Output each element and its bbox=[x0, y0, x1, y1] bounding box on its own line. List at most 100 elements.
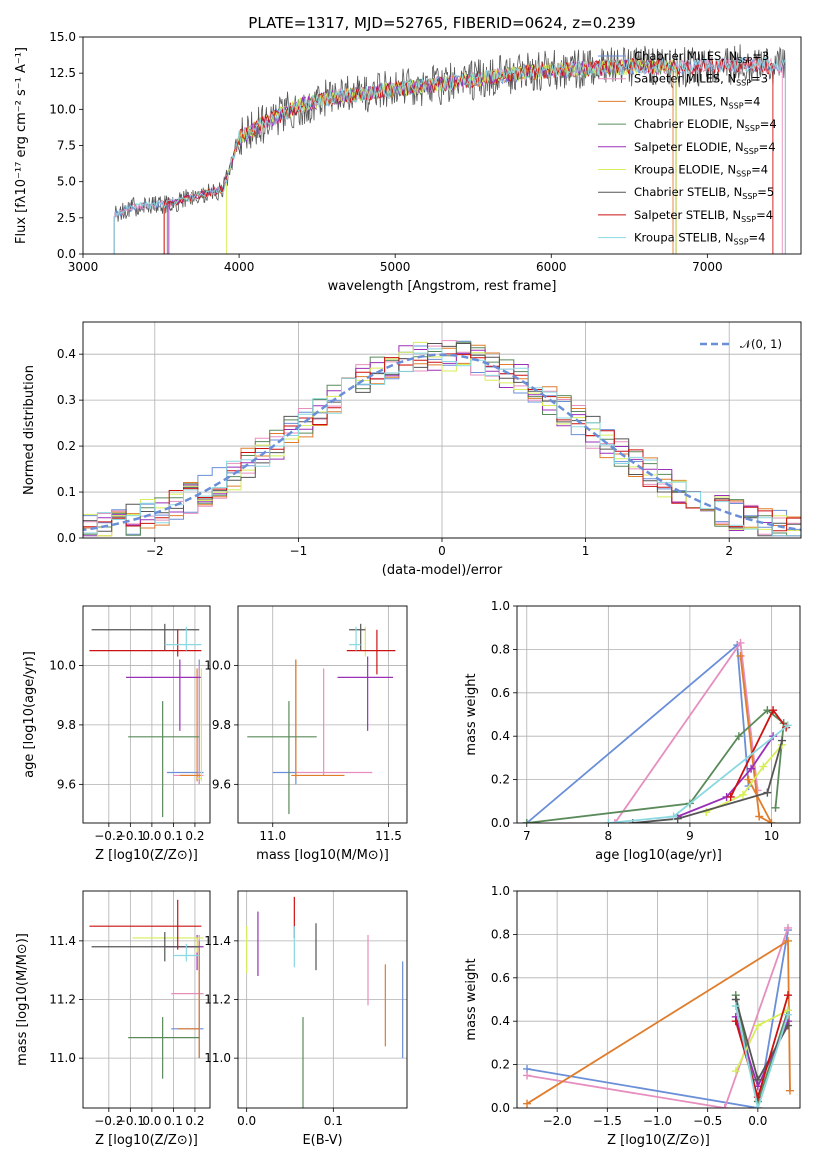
y-tick-label: 0.0 bbox=[57, 531, 76, 545]
panel-6: −0.2−0.10.0 0.1 0.2 11.0 11.2 11.4 Z [log10(Z/… bbox=[15, 890, 211, 1148]
y-tick-label: 11.0 bbox=[49, 1051, 76, 1065]
y-axis-label: mass weight bbox=[464, 673, 479, 755]
weight-marker bbox=[778, 736, 787, 745]
x-axis-label: age [log10(age/yr)] bbox=[595, 848, 722, 863]
weight-marker bbox=[753, 1075, 762, 1084]
y-tick-label: 5.0 bbox=[57, 175, 76, 189]
y-axis-label: Normed distribution bbox=[22, 365, 37, 495]
weight-line bbox=[614, 640, 759, 823]
y-tick-label: 9.8 bbox=[212, 718, 231, 732]
x-tick-label: 0.2 bbox=[185, 1114, 204, 1128]
normal-curve bbox=[83, 353, 801, 532]
x-tick-label: −0.2 bbox=[94, 829, 123, 843]
weight-marker bbox=[753, 1104, 762, 1108]
y-tick-label: 1.0 bbox=[491, 884, 510, 898]
y-axis-label: Flux [fλ10⁻¹⁷ erg cm⁻² s⁻¹ A⁻¹] bbox=[14, 47, 29, 244]
legend-entry: Chabrier ELODIE, NSSP=4 bbox=[634, 117, 777, 133]
panel-4: 11.0 11.5 9.6 9.8 10.0 mass [log10(M/M⊙)] bbox=[204, 605, 408, 863]
weight-marker bbox=[783, 991, 792, 1000]
weight-line bbox=[526, 643, 750, 823]
legend: Chabrier MILES, NSSP=3 Salpeter MILES, NS… bbox=[598, 49, 777, 247]
panel-5: 7 8 9 10 0.0 0.2 0.4 0.6 0.8 1.0 age [log10(age/yr… bbox=[464, 599, 801, 863]
weight-marker bbox=[783, 923, 792, 932]
weight-line bbox=[526, 929, 789, 1108]
weight-marker bbox=[604, 819, 613, 823]
y-tick-label: 11.4 bbox=[204, 934, 231, 948]
spectrum-line bbox=[114, 57, 786, 218]
weight-line bbox=[526, 939, 791, 1105]
x-tick-label: 6000 bbox=[536, 260, 567, 274]
weight-line bbox=[734, 1005, 789, 1108]
plot-area bbox=[89, 623, 204, 818]
x-tick-label: 0.1 bbox=[164, 1114, 183, 1128]
y-tick-label: 2.5 bbox=[57, 211, 76, 225]
legend-entry: Kroupa MILES, NSSP=4 bbox=[634, 94, 760, 110]
y-tick-label: 10.0 bbox=[49, 102, 76, 116]
y-tick-label: 0.2 bbox=[491, 773, 510, 787]
x-tick-label: −2.0 bbox=[543, 1114, 572, 1128]
x-tick-label: 0.1 bbox=[324, 1114, 343, 1128]
plot-area bbox=[89, 899, 204, 1079]
y-tick-label: 0.6 bbox=[491, 971, 510, 985]
y-tick-label: 0.0 bbox=[57, 247, 76, 261]
x-tick-label: 1 bbox=[582, 544, 590, 558]
x-axis-label: Z [log10(Z/Z⊙)] bbox=[95, 1133, 198, 1148]
x-tick-label: 0.0 bbox=[237, 1114, 256, 1128]
weight-marker bbox=[610, 819, 619, 823]
x-tick-label: 0.1 bbox=[164, 829, 183, 843]
x-tick-label: −0.2 bbox=[94, 1114, 123, 1128]
spectrum-line bbox=[166, 57, 676, 207]
x-tick-label: 7 bbox=[523, 829, 531, 843]
weight-marker bbox=[523, 1071, 532, 1080]
plot-area bbox=[523, 923, 794, 1108]
x-axis-label: Z [log10(Z/Z⊙)] bbox=[607, 1133, 710, 1148]
weight-line bbox=[739, 655, 773, 823]
weight-marker bbox=[726, 792, 735, 801]
x-tick-label: 11.5 bbox=[375, 829, 402, 843]
weight-marker bbox=[763, 788, 772, 797]
x-axis-label: (data-model)/error bbox=[382, 563, 503, 578]
weight-line bbox=[705, 744, 783, 813]
histogram-step bbox=[83, 348, 801, 537]
plot-area bbox=[83, 340, 801, 537]
legend-entry: Salpeter MILES, NSSP=3 bbox=[634, 72, 768, 88]
x-tick-label: 0.0 bbox=[142, 1114, 161, 1128]
legend-entry: Chabrier MILES, NSSP=3 bbox=[634, 49, 769, 65]
figure-title: PLATE=1317, MJD=52765, FIBERID=0624, z=0… bbox=[248, 14, 635, 32]
weight-marker bbox=[720, 1104, 729, 1108]
x-axis-label: mass [log10(M/M⊙)] bbox=[256, 848, 389, 863]
weight-marker bbox=[669, 812, 678, 821]
weight-marker bbox=[771, 803, 780, 812]
weight-marker bbox=[736, 651, 745, 660]
x-tick-label: 5000 bbox=[380, 260, 411, 274]
y-tick-label: 0.8 bbox=[491, 642, 510, 656]
weight-marker bbox=[783, 936, 792, 945]
x-tick-label: 8 bbox=[605, 829, 613, 843]
axes-frame bbox=[516, 890, 801, 1109]
y-tick-label: 12.5 bbox=[49, 66, 76, 80]
x-tick-label: −0.1 bbox=[116, 829, 145, 843]
weight-marker bbox=[767, 819, 776, 823]
plot-area bbox=[247, 623, 396, 815]
y-tick-label: 11.0 bbox=[204, 1051, 231, 1065]
legend-entry: Salpeter STELIB, NSSP=4 bbox=[634, 208, 773, 224]
weight-marker bbox=[523, 1099, 532, 1108]
x-tick-label: −0.5 bbox=[693, 1114, 722, 1128]
weight-marker bbox=[731, 1002, 740, 1011]
y-tick-label: 1.0 bbox=[491, 599, 510, 613]
weight-marker bbox=[673, 814, 682, 823]
weight-marker bbox=[747, 764, 756, 773]
x-tick-label: 10 bbox=[764, 829, 779, 843]
weight-marker bbox=[522, 819, 531, 823]
plot-area bbox=[113, 44, 786, 254]
y-tick-label: 0.1 bbox=[57, 485, 76, 499]
panel-7: 0.0 0.1 11.0 11.2 11.4 E(B-V) bbox=[204, 890, 408, 1148]
y-tick-label: 10.0 bbox=[204, 658, 231, 672]
y-tick-label: 11.4 bbox=[49, 934, 76, 948]
panel-1: 3000 4000 5000 6000 7000 0.0 2.5 5.0 7.5 10.0 12.5… bbox=[14, 30, 802, 294]
y-tick-label: 9.6 bbox=[57, 777, 76, 791]
weight-marker bbox=[734, 732, 743, 741]
y-tick-label: 15.0 bbox=[49, 30, 76, 44]
axes-frame bbox=[82, 605, 211, 824]
